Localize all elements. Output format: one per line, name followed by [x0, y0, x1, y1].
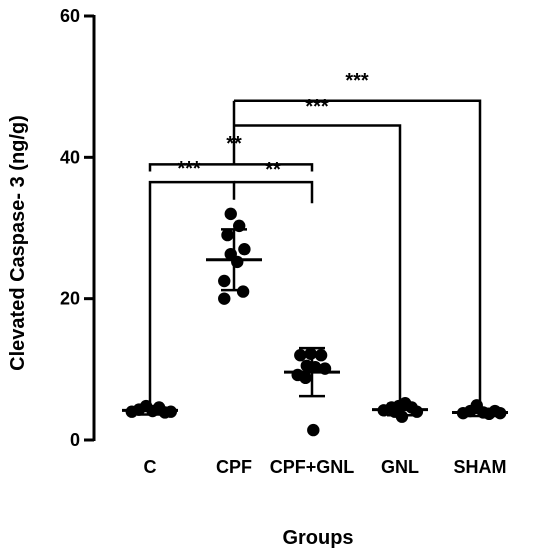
significance-label: **: [265, 159, 281, 181]
x-tick-label: GNL: [381, 457, 419, 477]
y-tick-label: 60: [60, 6, 80, 26]
data-point: [238, 243, 251, 256]
significance-label: ***: [345, 70, 369, 92]
y-tick-label: 0: [70, 430, 80, 450]
x-tick-label: SHAM: [454, 457, 507, 477]
significance-bracket: [148, 163, 314, 172]
significance-label: ***: [305, 96, 329, 118]
x-axis-title: Groups: [282, 527, 353, 549]
data-point: [221, 228, 234, 242]
y-tick-label: 40: [60, 147, 80, 167]
significance-label: ***: [177, 158, 201, 180]
data-point: [294, 349, 307, 362]
data-point: [299, 371, 312, 385]
data-point: [395, 410, 409, 423]
significance-bracket: [148, 180, 236, 407]
significance-bracket: [234, 180, 314, 204]
y-axis-title: Clevated Caspase- 3 (ng/g): [7, 115, 29, 371]
significance-bracket: [234, 99, 482, 405]
data-point: [218, 274, 231, 288]
data-point: [307, 423, 320, 437]
data-point: [304, 347, 317, 360]
x-tick-label: CPF+GNL: [270, 457, 355, 477]
data-point: [236, 285, 250, 298]
x-tick-label: C: [144, 457, 157, 477]
data-point: [218, 292, 231, 305]
x-tick-label: CPF: [216, 457, 252, 477]
y-tick-label: 20: [60, 289, 80, 309]
significance-bracket: [234, 124, 402, 404]
significance-label: **: [226, 133, 242, 155]
data-point: [224, 207, 237, 221]
data-point: [314, 349, 328, 362]
